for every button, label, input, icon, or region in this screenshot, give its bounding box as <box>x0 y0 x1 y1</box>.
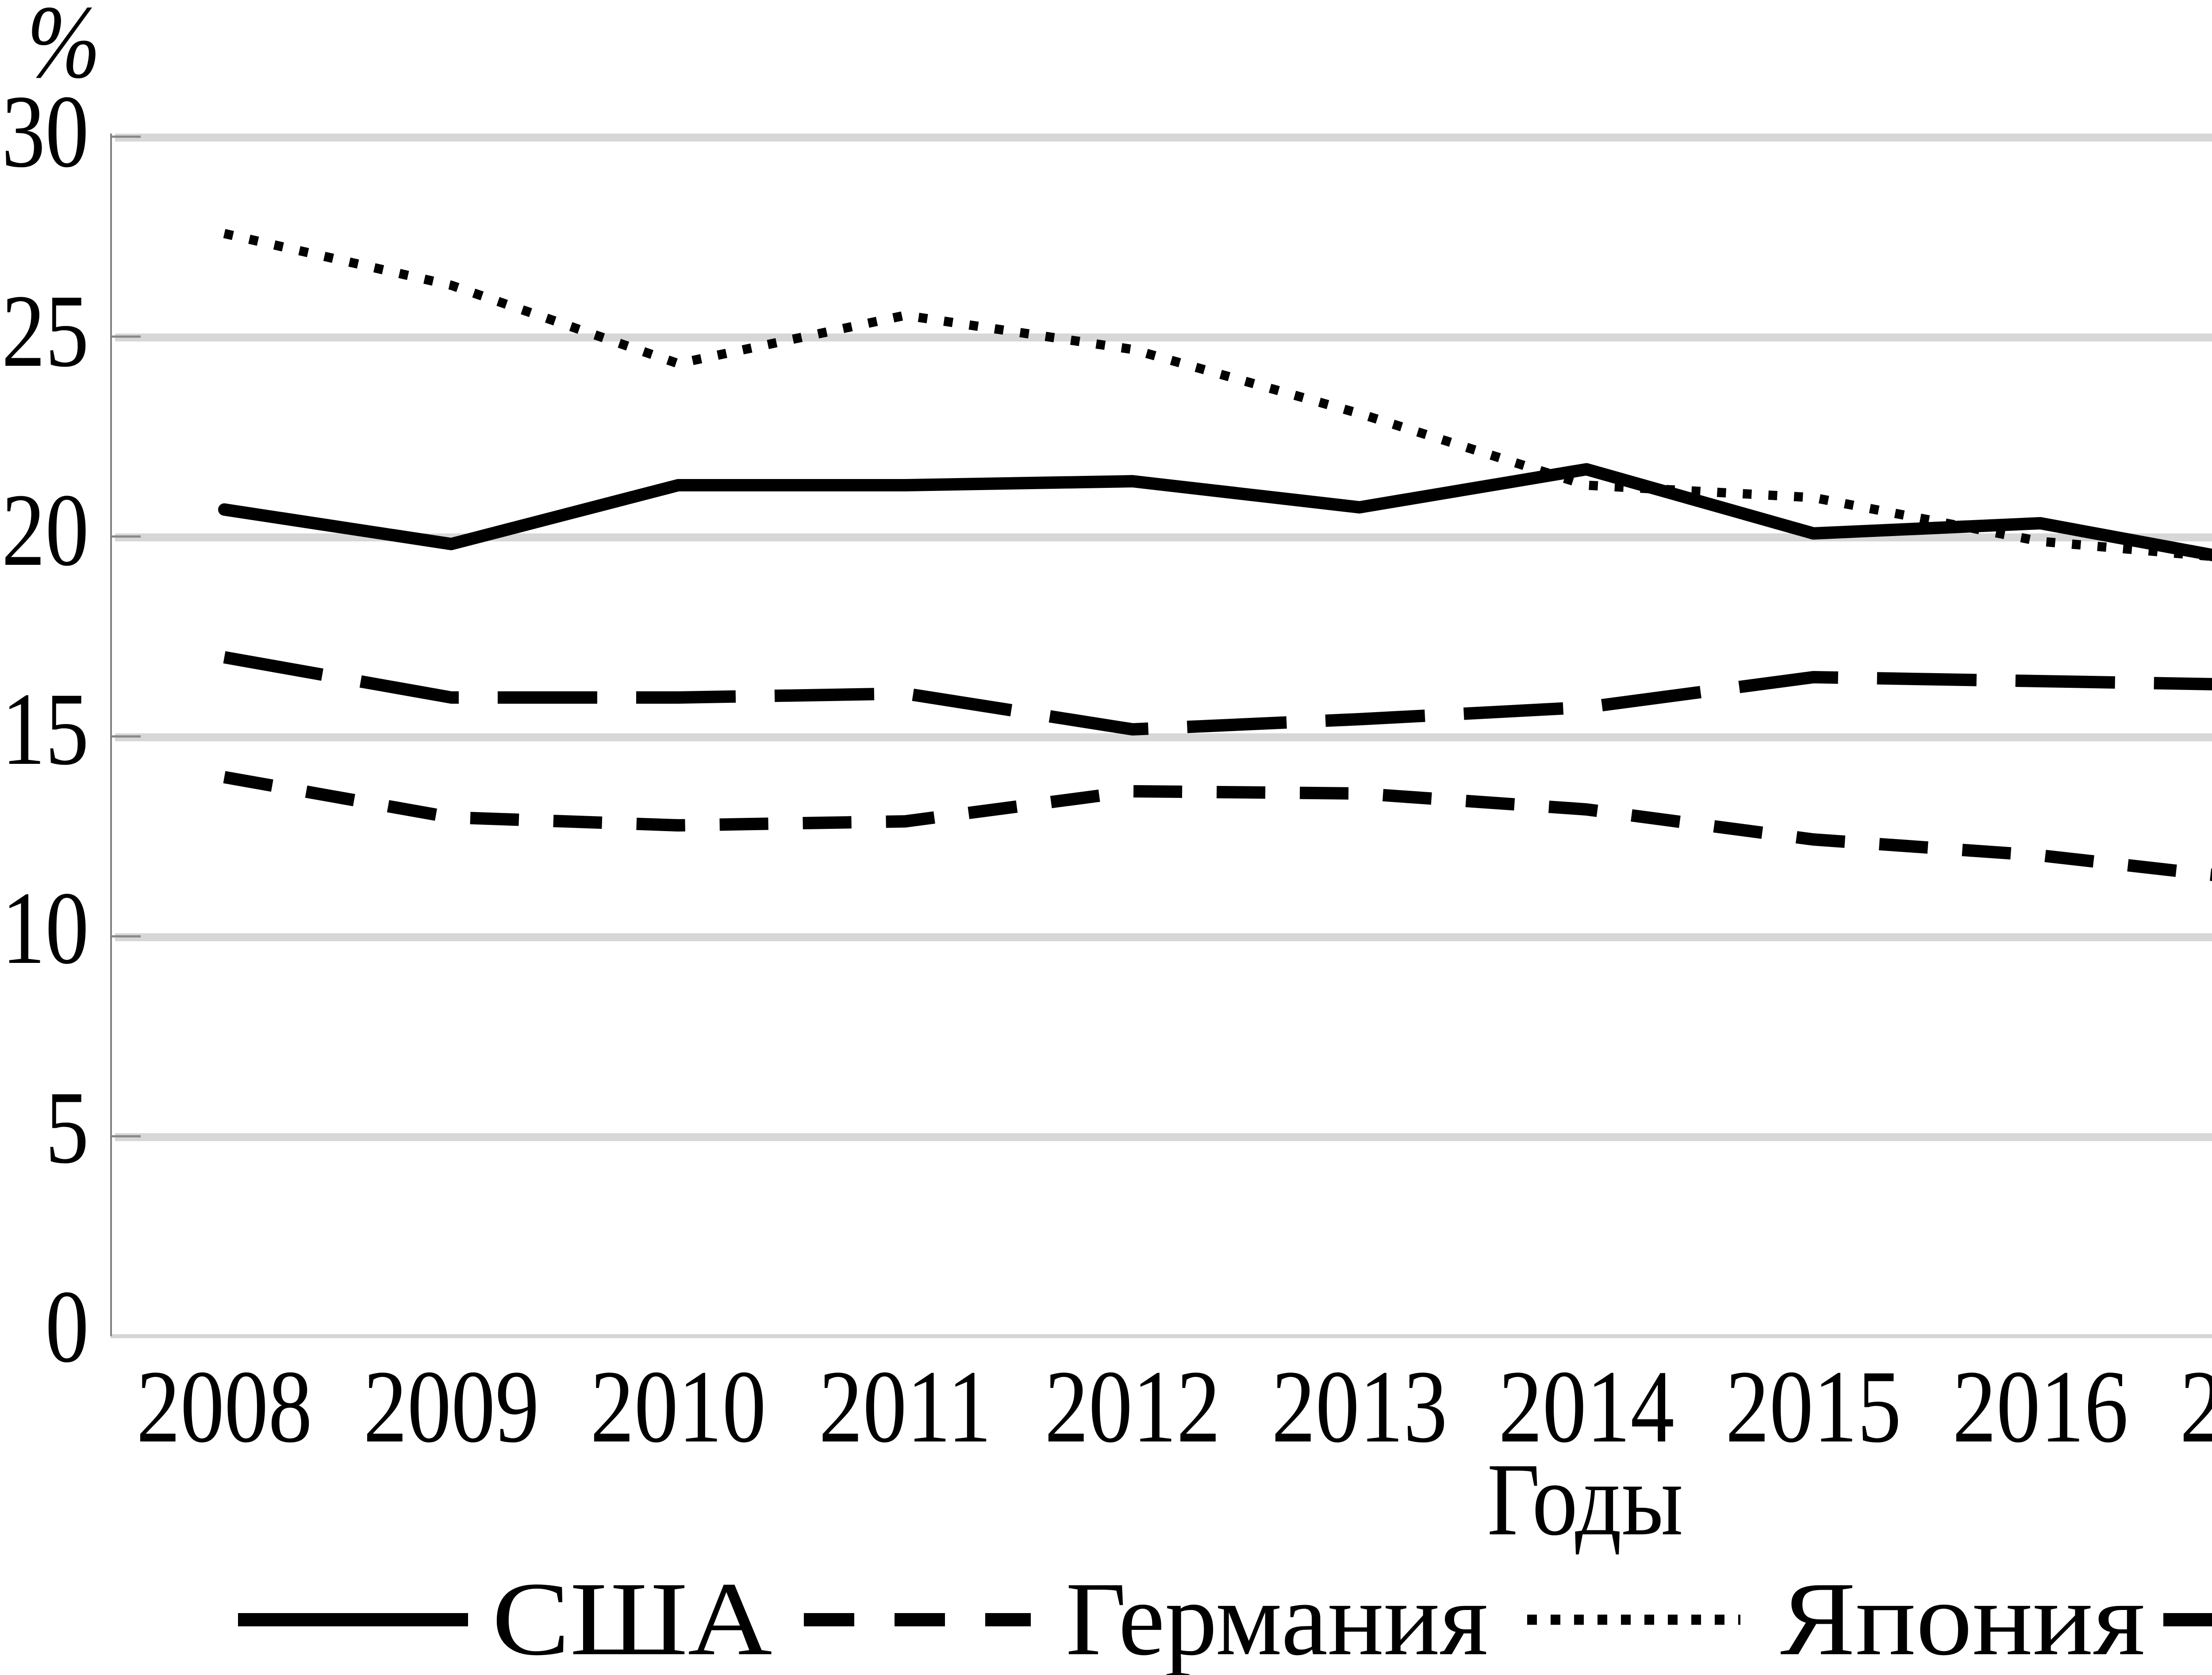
svg-text:2011: 2011 <box>819 1349 991 1464</box>
svg-text:США: США <box>492 1561 772 1675</box>
svg-text:Япония: Япония <box>1780 1561 2145 1675</box>
svg-text:0: 0 <box>45 1269 89 1384</box>
svg-text:2016: 2016 <box>1952 1349 2128 1464</box>
svg-text:30: 30 <box>2 74 89 189</box>
svg-text:25: 25 <box>2 273 89 388</box>
svg-text:Германия: Германия <box>1066 1560 1488 1675</box>
svg-text:10: 10 <box>2 870 89 985</box>
svg-text:2013: 2013 <box>1271 1349 1448 1464</box>
svg-text:2015: 2015 <box>1725 1349 1901 1464</box>
svg-text:%: % <box>27 0 100 100</box>
svg-text:2012: 2012 <box>1045 1349 1221 1464</box>
svg-text:Годы: Годы <box>1487 1442 1683 1557</box>
svg-text:2017: 2017 <box>2180 1349 2212 1464</box>
svg-text:2009: 2009 <box>363 1349 539 1464</box>
svg-text:15: 15 <box>2 671 89 786</box>
svg-text:5: 5 <box>45 1070 89 1185</box>
svg-text:2014: 2014 <box>1498 1349 1674 1464</box>
svg-text:2008: 2008 <box>136 1349 312 1464</box>
svg-text:20: 20 <box>2 472 89 587</box>
svg-text:2010: 2010 <box>590 1349 766 1464</box>
